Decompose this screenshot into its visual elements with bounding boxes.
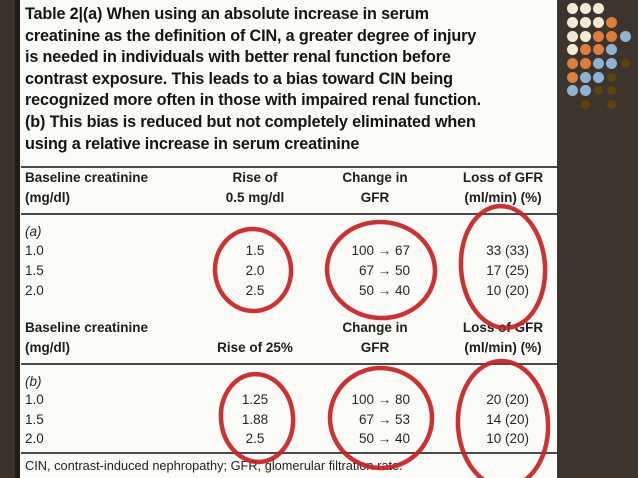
table-footnote: CIN, contrast-induced nephropathy; GFR, … xyxy=(25,458,403,473)
cell-gfr-change: 67 → 50 xyxy=(358,263,410,278)
table-rule-top xyxy=(21,166,557,168)
caption-line: (b) This bias is reduced but not complet… xyxy=(25,112,476,131)
cell-baseline: 1.5 xyxy=(25,412,44,427)
table-row: 2.0 2.5 50 → 40 10 (20) xyxy=(25,283,557,298)
decorative-dot xyxy=(605,43,617,55)
header-cell: Baseline creatinine xyxy=(25,170,149,185)
decorative-dot xyxy=(579,71,591,83)
sidebar-decoration xyxy=(557,0,638,478)
section-b-label: (b) xyxy=(25,374,42,389)
table-row: 1.0 1.5 100 → 67 33 (33) xyxy=(25,243,557,258)
cell-rise: 1.5 xyxy=(245,243,265,258)
cell-gfr-loss: 14 (20) xyxy=(486,412,529,427)
cell-gfr-change: 100 → 80 xyxy=(351,392,410,407)
decorative-dot xyxy=(620,58,630,68)
header-cell: Loss of GFR xyxy=(462,170,544,185)
decorative-dot xyxy=(606,72,616,82)
header-cell: 0.5 mg/dl xyxy=(225,190,285,205)
table-row: 1.0 1.25 100 → 80 20 (20) xyxy=(25,392,557,407)
header-cell: (mg/dl) xyxy=(25,340,70,355)
caption-line: contrast exposure. This leads to a bias … xyxy=(25,69,453,88)
table-header-row: (mg/dl) Rise of 25% GFR (ml/min) (%) xyxy=(25,340,557,355)
section-a-label: (a) xyxy=(25,224,42,239)
header-cell: GFR xyxy=(360,190,390,205)
decorative-dot xyxy=(605,30,617,42)
decorative-dot xyxy=(566,57,578,69)
decorative-dot xyxy=(592,57,604,69)
table-row: 1.5 2.0 67 → 50 17 (25) xyxy=(25,263,557,278)
left-border-strip xyxy=(0,0,20,478)
decorative-dot xyxy=(566,71,578,83)
decorative-dot xyxy=(579,43,591,55)
header-cell: Change in xyxy=(342,320,408,335)
decorative-dot xyxy=(606,99,616,109)
decorative-dot xyxy=(592,71,604,83)
caption-line: Table 2|(a) When using an absolute incre… xyxy=(25,5,429,23)
decorative-dot xyxy=(566,43,578,55)
decorative-dot xyxy=(592,43,604,55)
header-cell: (ml/min) (%) xyxy=(464,340,542,355)
header-cell: Rise of xyxy=(232,170,278,185)
table-header-row: Baseline creatinine Rise of Change in Lo… xyxy=(25,170,557,185)
decorative-dot xyxy=(605,16,617,28)
decorative-dot xyxy=(566,16,578,28)
caption-line: creatinine as the definition of CIN, a g… xyxy=(25,26,477,45)
cell-gfr-change: 50 → 40 xyxy=(358,431,410,446)
decorative-dot xyxy=(566,30,578,42)
caption-line: recognized more often in those with impa… xyxy=(25,91,481,110)
table-rule xyxy=(21,363,557,365)
header-cell: (ml/min) (%) xyxy=(464,190,542,205)
cell-baseline: 1.0 xyxy=(25,392,44,407)
decorative-dot xyxy=(579,16,591,28)
decorative-dot xyxy=(566,84,578,96)
header-cell xyxy=(195,320,315,335)
table-header-row: Baseline creatinine Change in Loss of GF… xyxy=(25,320,557,335)
cell-gfr-loss: 20 (20) xyxy=(486,392,529,407)
cell-rise: 1.88 xyxy=(241,412,269,427)
header-cell: Loss of GFR xyxy=(462,320,544,335)
decorative-dot xyxy=(592,30,604,42)
cell-rise: 2.5 xyxy=(245,431,265,446)
header-cell: Change in xyxy=(342,170,408,185)
cell-baseline: 1.5 xyxy=(25,263,44,278)
cell-rise: 1.25 xyxy=(241,392,269,407)
table-rule xyxy=(21,213,557,215)
cell-rise: 2.5 xyxy=(245,283,265,298)
table-row: 1.5 1.88 67 → 53 14 (20) xyxy=(25,412,557,427)
cell-gfr-loss: 10 (20) xyxy=(486,431,529,446)
header-cell: GFR xyxy=(360,340,390,355)
decorative-dot xyxy=(593,85,603,95)
decorative-dot xyxy=(580,99,590,109)
cell-gfr-change: 100 → 67 xyxy=(351,243,410,258)
decorative-dot xyxy=(592,2,604,14)
decorative-dot xyxy=(579,2,591,14)
cell-baseline: 2.0 xyxy=(25,283,44,298)
decorative-dot xyxy=(579,84,591,96)
header-cell: Baseline creatinine xyxy=(25,320,149,335)
decorative-dot xyxy=(606,85,616,95)
caption-line: is needed in individuals with better ren… xyxy=(25,48,451,67)
cell-gfr-loss: 17 (25) xyxy=(486,263,529,278)
header-cell: Rise of 25% xyxy=(217,340,293,355)
decorative-dot xyxy=(579,30,591,42)
decorative-dot xyxy=(592,16,604,28)
table-caption: Table 2|(a) When using an absolute incre… xyxy=(25,4,565,155)
cell-gfr-change: 50 → 40 xyxy=(358,283,410,298)
cell-rise: 2.0 xyxy=(245,263,265,278)
cell-baseline: 2.0 xyxy=(25,431,44,446)
header-cell: (mg/dl) xyxy=(25,190,70,205)
table-header-row: (mg/dl) 0.5 mg/dl GFR (ml/min) (%) xyxy=(25,190,557,205)
decorative-dot xyxy=(566,2,578,14)
table-row: 2.0 2.5 50 → 40 10 (20) xyxy=(25,431,557,446)
cell-gfr-loss: 33 (33) xyxy=(486,243,529,258)
cell-gfr-change: 67 → 53 xyxy=(358,412,410,427)
decorative-dot xyxy=(605,57,617,69)
decorative-dot xyxy=(619,30,631,42)
decorative-dot xyxy=(579,57,591,69)
cell-gfr-loss: 10 (20) xyxy=(486,283,529,298)
cell-baseline: 1.0 xyxy=(25,243,44,258)
caption-line: using a relative increase in serum creat… xyxy=(25,134,360,153)
table-rule-bottom xyxy=(21,452,557,454)
